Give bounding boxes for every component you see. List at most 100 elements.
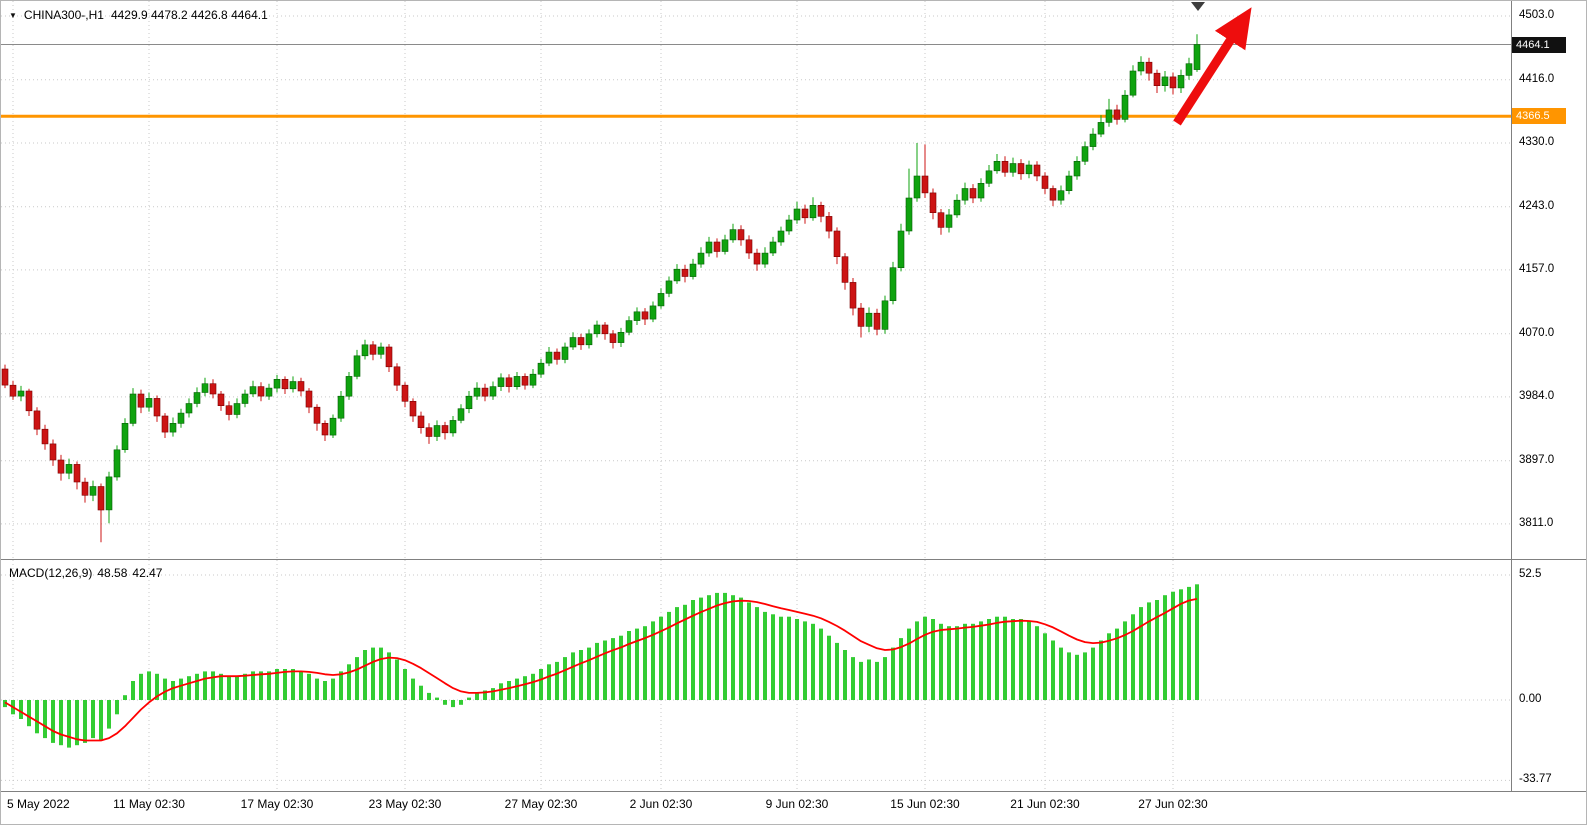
macd-histogram-bar — [435, 697, 439, 700]
candle-body — [665, 280, 673, 294]
candle-body — [993, 161, 1001, 172]
macd-histogram-bar — [131, 681, 135, 700]
macd-histogram-bar — [763, 611, 767, 700]
candle-body — [969, 188, 977, 199]
candle-body — [545, 351, 553, 364]
macd-indicator-label: MACD(12,26,9) 48.58 42.47 — [9, 566, 167, 580]
candle-body — [913, 175, 921, 199]
macd-histogram-bar — [555, 661, 559, 700]
candle-body — [1081, 146, 1089, 162]
candle-body — [33, 410, 41, 430]
macd-histogram-bar — [147, 671, 151, 700]
macd-histogram-bar — [979, 621, 983, 700]
macd-histogram-bar — [339, 671, 343, 700]
macd-histogram-bar — [987, 619, 991, 700]
macd-histogram-bar — [115, 700, 119, 715]
macd-histogram-bar — [507, 681, 511, 700]
candle-body — [345, 376, 353, 397]
candle-body — [49, 443, 57, 461]
chart-shift-marker-icon[interactable] — [1191, 2, 1205, 11]
candle-body — [145, 398, 153, 408]
candle-body — [1089, 133, 1097, 147]
candle-body — [1113, 109, 1121, 120]
candle-body — [737, 229, 745, 241]
macd-histogram-bar — [883, 657, 887, 700]
candle-body — [1193, 44, 1201, 70]
macd-histogram-bar — [955, 626, 959, 700]
macd-histogram-bar — [619, 635, 623, 700]
candle-body — [81, 481, 89, 496]
time-axis-label: 27 May 02:30 — [504, 797, 578, 811]
time-axis[interactable]: 5 May 2022 11 May 02:30 17 May 02:30 23 May… — [1, 791, 1586, 824]
macd-histogram-bar — [1051, 640, 1055, 700]
candle-body — [113, 449, 121, 478]
price-chart-canvas[interactable] — [1, 1, 1511, 559]
candle-body — [729, 229, 737, 241]
candle-body — [513, 376, 521, 387]
trend-arrow-object[interactable] — [1173, 7, 1252, 126]
macd-histogram-bar — [171, 681, 175, 700]
candle-body — [881, 300, 889, 330]
macd-histogram-bar — [203, 671, 207, 700]
macd-histogram-bar — [43, 700, 47, 739]
candle-body — [641, 311, 649, 320]
candle-body — [505, 377, 513, 387]
ohlc-values-label: 4429.9 4478.2 4426.8 4464.1 — [110, 8, 268, 22]
macd-histogram-bar — [835, 642, 839, 700]
macd-histogram-bar — [323, 681, 327, 700]
macd-histogram-bar — [1155, 600, 1159, 700]
macd-histogram-bar — [275, 669, 279, 700]
macd-histogram-bar — [387, 652, 391, 700]
candle-body — [401, 384, 409, 402]
candle-body — [313, 406, 321, 424]
candle-body — [489, 386, 497, 397]
time-axis-label: 11 May 02:30 — [113, 797, 185, 811]
macd-histogram-bar — [1179, 589, 1183, 700]
candle-body — [497, 377, 505, 387]
price-tick-label: 4157.0 — [1519, 262, 1555, 275]
macd-histogram-bar — [715, 592, 719, 700]
price-tick-label: 3984.0 — [1519, 389, 1555, 402]
macd-histogram-bar — [787, 616, 791, 700]
candle-body — [793, 208, 801, 221]
candle-body — [785, 219, 793, 232]
macd-histogram-bar — [1115, 628, 1119, 700]
macd-tick-label: 0.00 — [1519, 693, 1542, 705]
macd-histogram-bar — [771, 614, 775, 700]
macd-histogram-bar — [1107, 633, 1111, 700]
candle-body — [1025, 164, 1033, 175]
candle-body — [105, 476, 113, 511]
price-axis[interactable]: 4503.0 4416.0 4330.0 4243.0 4157.0 4070.0 3984… — [1511, 1, 1586, 791]
price-tick-label: 3897.0 — [1519, 453, 1555, 466]
candle-body — [361, 344, 369, 357]
candle-body — [889, 267, 897, 302]
macd-histogram-bar — [515, 678, 519, 700]
panel-splitter[interactable] — [1, 559, 1586, 560]
macd-histogram-bar — [1027, 621, 1031, 700]
candle-body — [865, 312, 873, 327]
candle-body — [1129, 70, 1137, 96]
candle-body — [585, 333, 593, 346]
current-price-badge: 4464.1 — [1512, 36, 1566, 53]
macd-histogram-bar — [579, 650, 583, 700]
candle-body — [873, 312, 881, 330]
macd-histogram-bar — [755, 607, 759, 700]
macd-histogram-bar — [355, 657, 359, 700]
macd-histogram-bar — [427, 692, 431, 700]
candle-body — [689, 263, 697, 277]
candle-body — [561, 346, 569, 360]
candle-body — [273, 378, 281, 389]
macd-histogram-bar — [571, 652, 575, 700]
candle-body — [329, 417, 337, 436]
macd-histogram-bar — [1059, 647, 1063, 700]
candle-body — [129, 393, 137, 424]
macd-chart-canvas[interactable] — [1, 560, 1511, 790]
time-axis-label: 9 Jun 02:30 — [765, 797, 829, 811]
candle-body — [1017, 163, 1025, 175]
macd-histogram-bar — [947, 626, 951, 700]
candle-body — [217, 393, 225, 406]
macd-histogram-bar — [1195, 584, 1199, 700]
symbol-dropdown-icon[interactable]: ▼ — [9, 10, 17, 20]
candle-body — [161, 415, 169, 433]
macd-histogram-bar — [155, 673, 159, 700]
